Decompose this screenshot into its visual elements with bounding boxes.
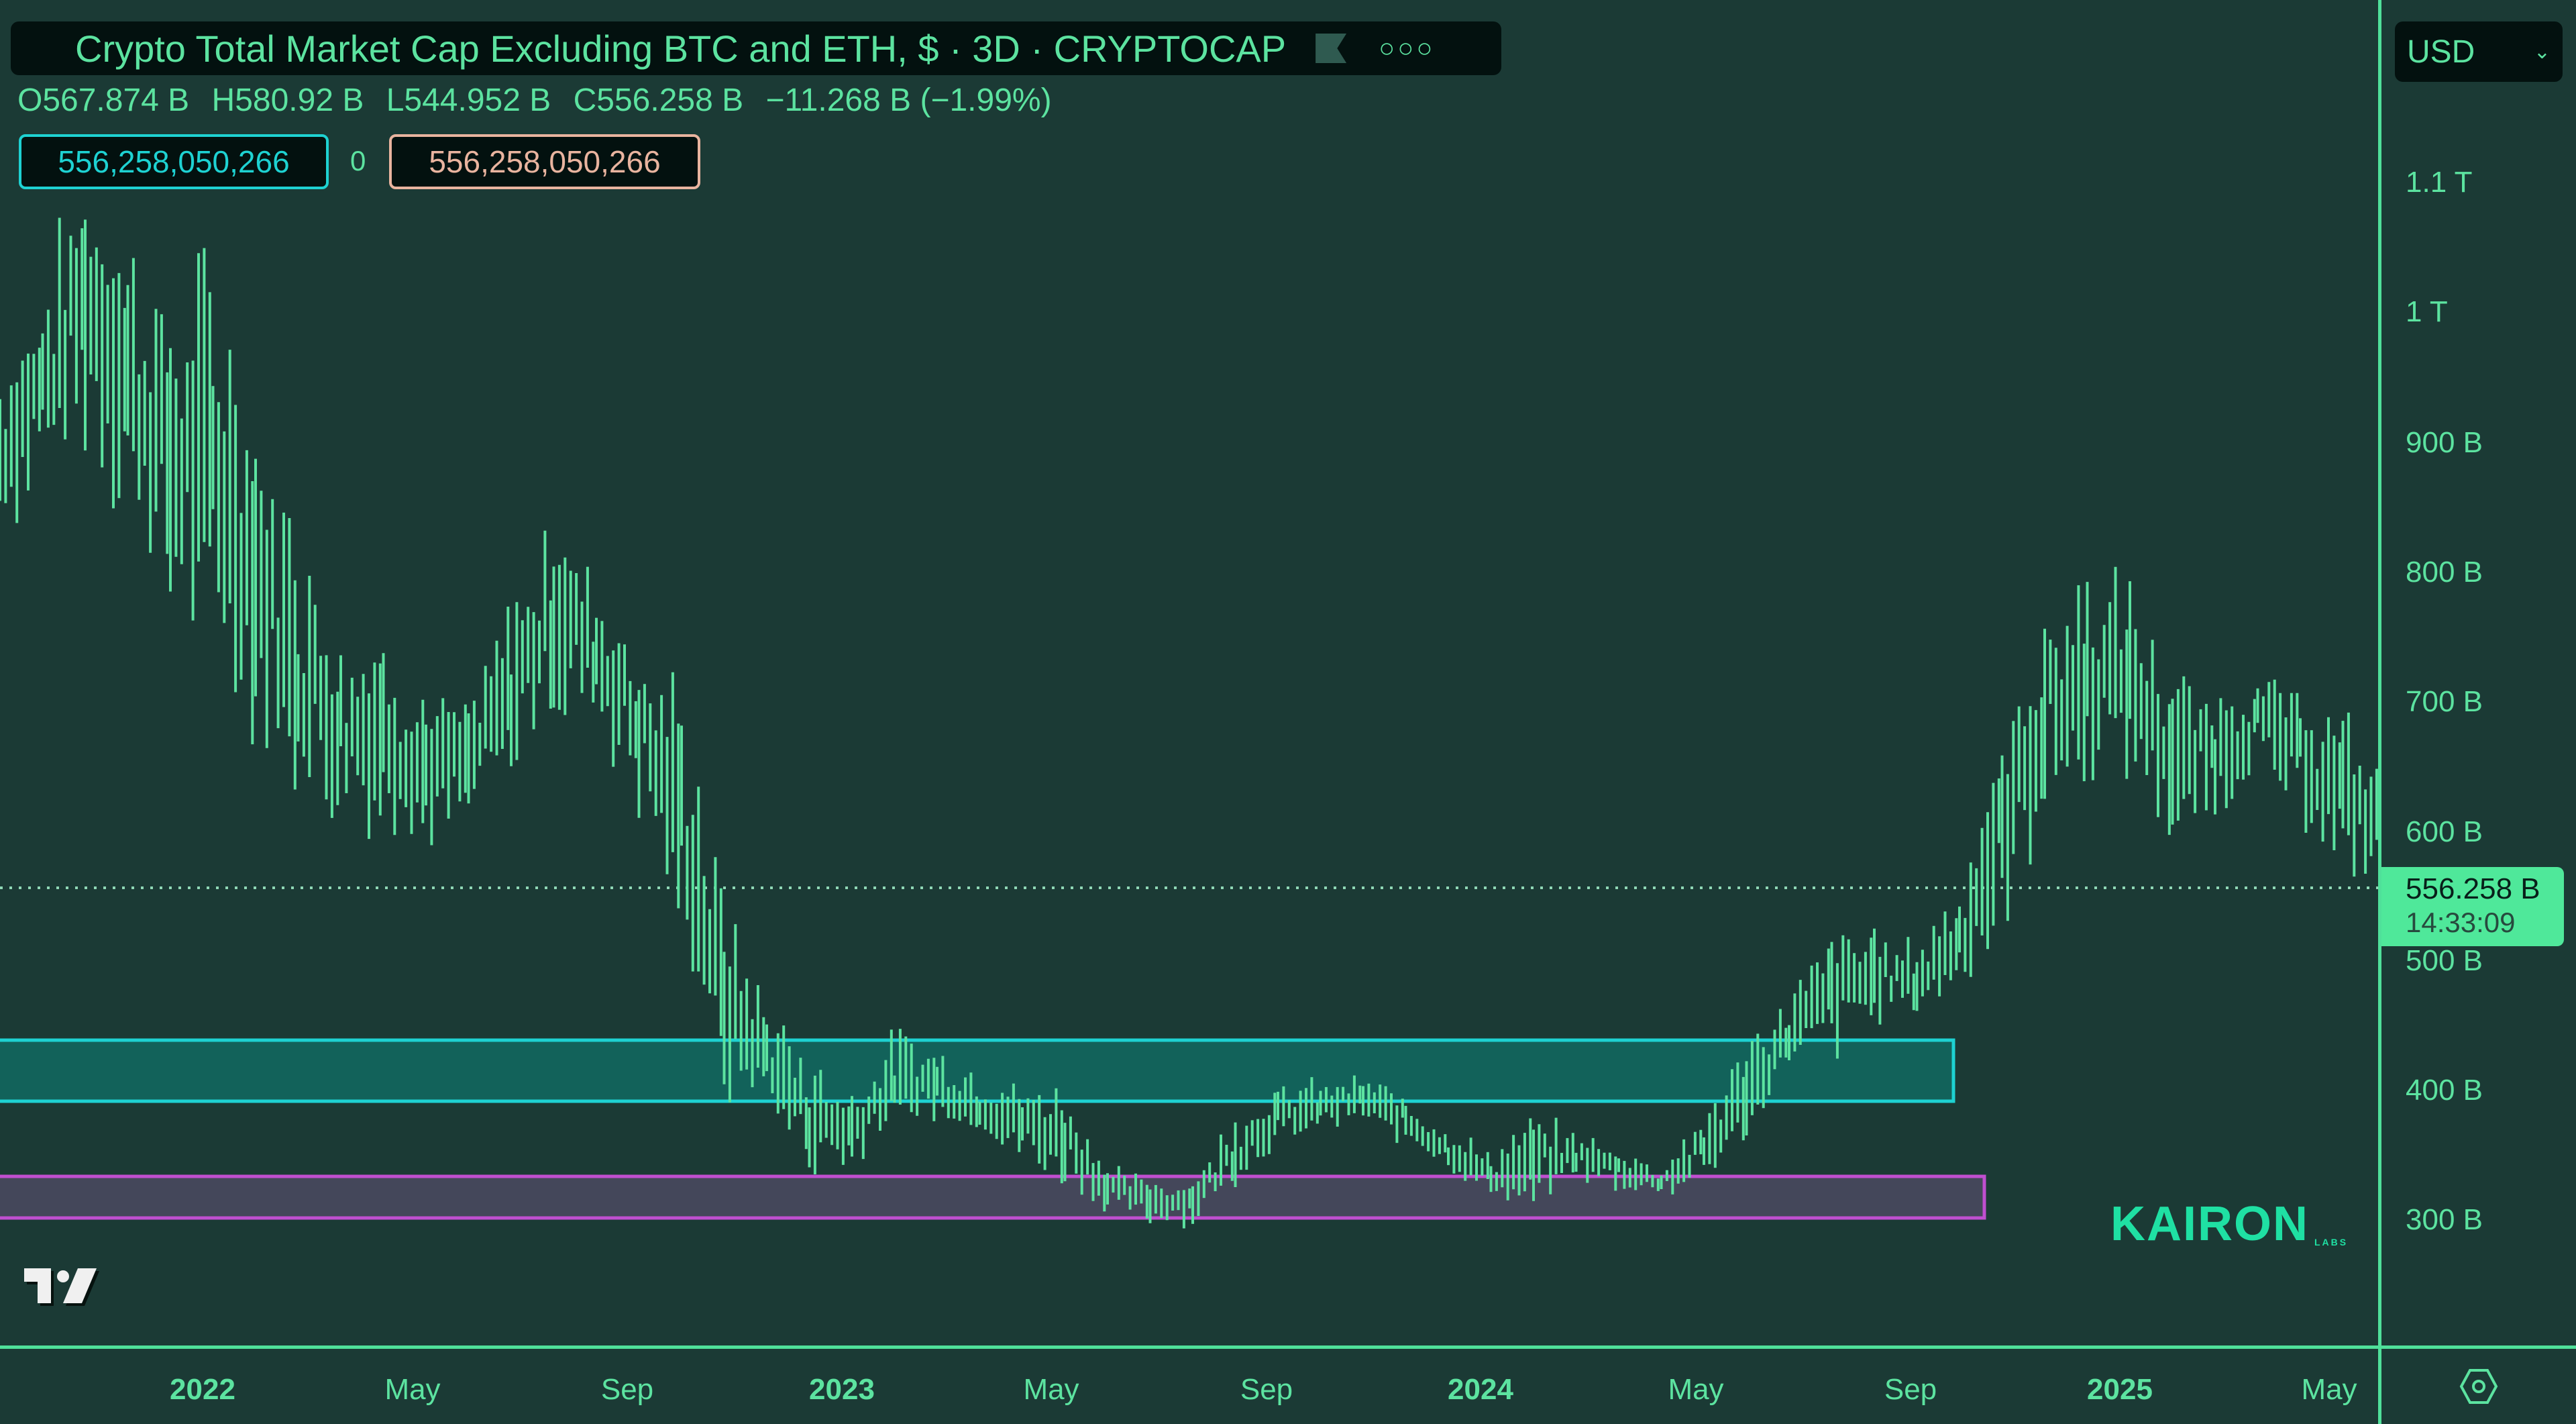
- x-tick: 2024: [1448, 1373, 1513, 1406]
- indicator-value-box-right: 556,258,050,266: [389, 134, 700, 189]
- time-axis[interactable]: 2022 May Sep 2023 May Sep 2024 May Sep 2…: [0, 1345, 2378, 1424]
- x-tick: Sep: [1240, 1373, 1293, 1406]
- currency-selector[interactable]: USD ⌄: [2395, 21, 2563, 82]
- settings-hex-icon: [2459, 1369, 2498, 1404]
- watermark-sub: LABS: [2314, 1237, 2349, 1248]
- ohlc-close: C556.258 B: [573, 83, 744, 118]
- more-horizontal-icon[interactable]: ○○○: [1379, 33, 1436, 63]
- last-price-value: 556.258 B: [2406, 872, 2540, 905]
- x-tick: Sep: [600, 1373, 654, 1406]
- x-tick: May: [384, 1373, 441, 1406]
- currency-value: USD: [2407, 34, 2475, 70]
- price-axis[interactable]: USD ⌄ 1.1 T 1 T 900 B 800 B 700 B 600 B …: [2378, 0, 2576, 1345]
- flag-icon[interactable]: [1316, 34, 1347, 63]
- indicator-value-box-left: 556,258,050,266: [19, 134, 329, 189]
- y-tick: 300 B: [2406, 1203, 2483, 1236]
- ohlc-legend: O567.874 B H580.92 B L544.952 B C556.258…: [17, 82, 1065, 119]
- x-tick: 2025: [2087, 1373, 2153, 1406]
- y-tick: 900 B: [2406, 426, 2483, 459]
- y-tick: 800 B: [2406, 556, 2483, 589]
- bar-countdown: 14:33:09: [2406, 907, 2516, 938]
- chart-settings-button[interactable]: [2378, 1345, 2576, 1424]
- kairon-labs-watermark: KAIRON LABS: [2110, 1197, 2348, 1252]
- symbol-title-bar[interactable]: Crypto Total Market Cap Excluding BTC an…: [11, 21, 1501, 75]
- ohlc-open: O567.874 B: [17, 83, 190, 118]
- x-tick: May: [1668, 1373, 1724, 1406]
- y-tick: 400 B: [2406, 1074, 2483, 1107]
- chevron-down-icon: ⌄: [2533, 40, 2551, 63]
- ohlc-change: −11.268 B (−1.99%): [765, 83, 1052, 118]
- ohlc-low: L544.952 B: [386, 83, 551, 118]
- price-chart-canvas[interactable]: [0, 0, 2477, 1345]
- y-tick: 700 B: [2406, 685, 2483, 718]
- y-tick: 1.1 T: [2406, 166, 2473, 199]
- chart-title: Crypto Total Market Cap Excluding BTC an…: [75, 27, 1287, 70]
- chart-plot-area[interactable]: Crypto Total Market Cap Excluding BTC an…: [0, 0, 2477, 1345]
- tradingview-logo-icon[interactable]: [24, 1267, 105, 1313]
- x-tick: 2022: [170, 1373, 235, 1406]
- x-tick: 2023: [809, 1373, 875, 1406]
- upper-support-zone[interactable]: [0, 1038, 1955, 1103]
- y-tick: 600 B: [2406, 815, 2483, 848]
- x-tick: May: [1023, 1373, 1079, 1406]
- indicator-separator-value: 0: [350, 145, 366, 176]
- y-tick: 1 T: [2406, 295, 2448, 328]
- lower-support-zone[interactable]: [0, 1174, 1986, 1220]
- x-tick: Sep: [1884, 1373, 1937, 1406]
- ohlc-high: H580.92 B: [211, 83, 364, 118]
- watermark-brand: KAIRON: [2110, 1197, 2309, 1251]
- y-tick: 500 B: [2406, 944, 2483, 977]
- x-tick: May: [2301, 1373, 2357, 1406]
- last-price-tag: 556.258 B 14:33:09: [2381, 867, 2564, 946]
